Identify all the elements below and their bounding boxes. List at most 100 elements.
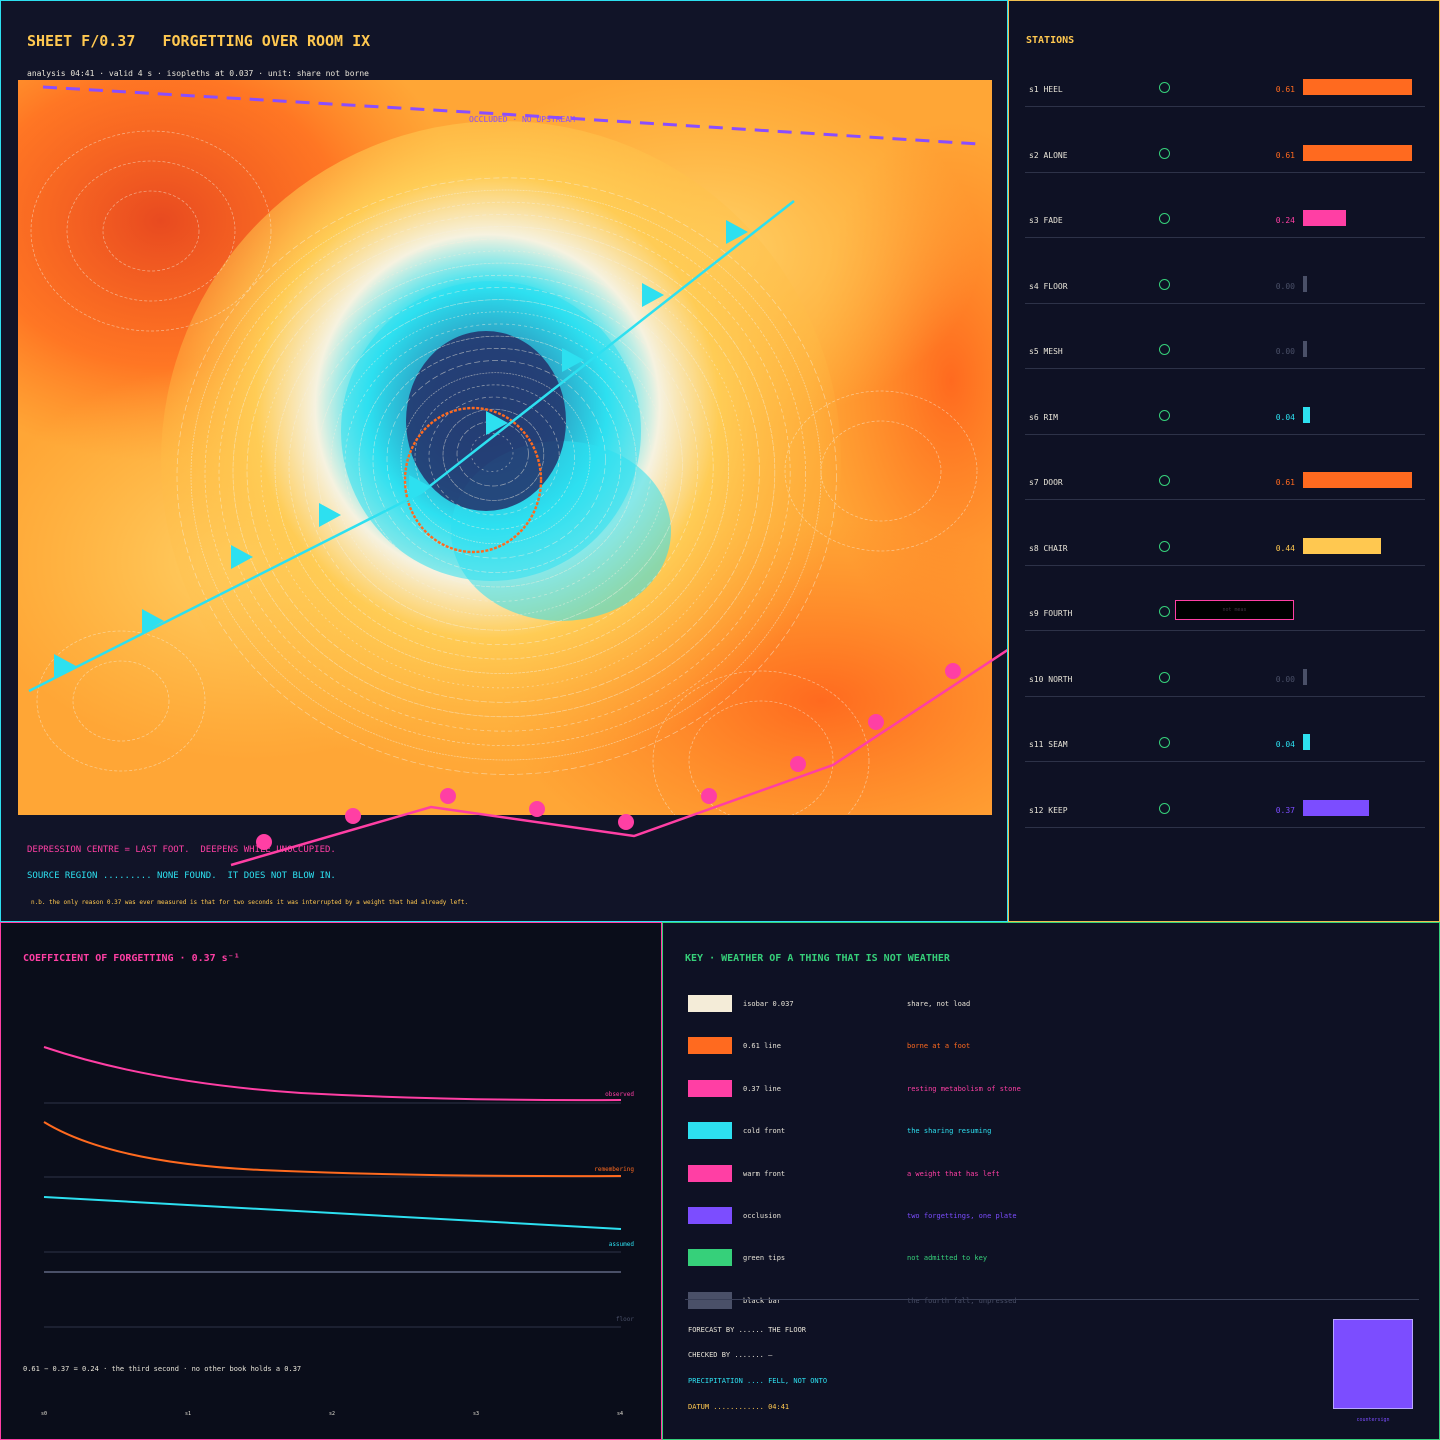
warm-front-bead bbox=[945, 663, 961, 679]
warm-front-bead bbox=[618, 814, 634, 830]
isobar bbox=[36, 630, 206, 772]
isobar bbox=[190, 189, 822, 761]
station-ring-icon bbox=[1159, 802, 1170, 814]
isobar bbox=[372, 347, 622, 573]
key-label: occlusion bbox=[743, 1212, 781, 1220]
series-assumed-line bbox=[43, 1196, 622, 1230]
depression-centre-ring bbox=[403, 406, 543, 554]
cold-front-tooth bbox=[319, 503, 341, 527]
station-row: s11 SEAM 0.04 bbox=[1025, 697, 1425, 762]
key-title: KEY · WEATHER OF A THING THAT IS NOT WEA… bbox=[685, 953, 950, 964]
isobar bbox=[204, 201, 806, 746]
isobar bbox=[400, 372, 591, 545]
coefficient-panel: COEFFICIENT OF FORGETTING · 0.37 s⁻¹ obs… bbox=[0, 922, 662, 1440]
station-row: s10 NORTH 0.00 bbox=[1025, 632, 1425, 697]
series-remembering-label: remembering bbox=[594, 1166, 634, 1173]
series-remembering-line bbox=[43, 1121, 622, 1178]
isobar bbox=[274, 262, 729, 674]
station-row: s1 HEEL 0.61 bbox=[1025, 42, 1425, 107]
cold-front-tooth bbox=[726, 220, 748, 244]
isobar bbox=[428, 396, 560, 516]
x-tick-label: s3 bbox=[473, 1411, 479, 1417]
station-ring-icon bbox=[1159, 737, 1170, 748]
warm-front-bead bbox=[529, 801, 545, 817]
station-value: 0.00 bbox=[1275, 281, 1295, 291]
warm-front-bead bbox=[701, 788, 717, 804]
station-name: s12 KEEP bbox=[1029, 805, 1068, 815]
station-row: s5 MESH 0.00 bbox=[1025, 304, 1425, 369]
station-ring-icon bbox=[1159, 671, 1170, 683]
key-label: cold front bbox=[743, 1127, 786, 1136]
key-meaning: resting metabolism of stone bbox=[907, 1084, 1021, 1093]
isobar bbox=[102, 190, 200, 272]
station-name: s11 SEAM bbox=[1029, 740, 1068, 749]
coefficient-title: COEFFICIENT OF FORGETTING · 0.37 s⁻¹ bbox=[23, 953, 240, 964]
station-name: s6 RIM bbox=[1029, 412, 1058, 422]
station-name: s8 CHAIR bbox=[1029, 543, 1068, 553]
station-value: 0.44 bbox=[1275, 543, 1295, 553]
station-value: 0.61 bbox=[1275, 150, 1295, 160]
key-meaning: borne at a foot bbox=[907, 1042, 971, 1051]
series-floor-label: floor bbox=[616, 1316, 634, 1323]
precipitation: PRECIPITATION .... FELL, NOT ONTO bbox=[688, 1377, 828, 1385]
warm-front-bead bbox=[345, 808, 361, 824]
cold-front-tooth bbox=[409, 475, 431, 499]
isobar bbox=[652, 670, 870, 815]
station-value: 0.04 bbox=[1275, 412, 1295, 422]
key-panel: KEY · WEATHER OF A THING THAT IS NOT WEA… bbox=[662, 922, 1440, 1440]
cold-front-tooth bbox=[562, 348, 584, 372]
coefficient-note: 0.61 − 0.37 = 0.24 · the third second · … bbox=[23, 1365, 302, 1373]
station-level-bar bbox=[1303, 341, 1307, 357]
station-row: s3 FADE 0.24 bbox=[1025, 173, 1425, 238]
station-ring-icon bbox=[1159, 213, 1170, 224]
isobar bbox=[260, 250, 745, 689]
station-level-bar bbox=[1303, 799, 1369, 816]
isobar bbox=[414, 384, 575, 530]
isobar bbox=[442, 408, 545, 501]
station-ring-icon bbox=[1159, 540, 1170, 552]
station-unmeasured-box: not meas bbox=[1175, 600, 1294, 620]
isobar bbox=[66, 160, 236, 302]
key-row: cold front the sharing resuming bbox=[688, 1122, 1428, 1140]
key-swatch bbox=[688, 995, 732, 1012]
key-row: occlusion two forgettings, one plate bbox=[688, 1207, 1428, 1225]
cold-front-tooth bbox=[642, 283, 664, 307]
isobar bbox=[688, 700, 834, 815]
station-level-bar bbox=[1303, 734, 1311, 750]
isobar bbox=[246, 238, 760, 703]
station-name: s9 FOURTH bbox=[1029, 609, 1073, 618]
x-tick-label: s2 bbox=[329, 1411, 335, 1417]
station-row: s4 FLOOR 0.00 bbox=[1025, 239, 1425, 304]
cold-front bbox=[28, 200, 795, 693]
isobar bbox=[218, 214, 791, 732]
station-level-bar bbox=[1303, 79, 1412, 95]
x-tick-label: s0 bbox=[41, 1411, 47, 1417]
series-observed-label: observed bbox=[605, 1091, 634, 1098]
station-ring-icon bbox=[1159, 278, 1170, 290]
station-value: 0.00 bbox=[1275, 674, 1295, 684]
key-row: 0.61 line borne at a foot bbox=[688, 1037, 1428, 1055]
station-row: s8 CHAIR 0.44 bbox=[1025, 501, 1425, 566]
station-level-bar bbox=[1303, 537, 1382, 554]
key-divider bbox=[685, 1299, 1419, 1300]
cold-front-tooth bbox=[486, 411, 508, 435]
station-value: 0.04 bbox=[1275, 740, 1295, 749]
isobar bbox=[784, 390, 978, 552]
station-name: s10 NORTH bbox=[1029, 674, 1073, 684]
isobar bbox=[386, 360, 606, 559]
weather-map: OCCLUDED · NO UPSTREAM bbox=[18, 80, 1007, 867]
station-ring-icon bbox=[1159, 82, 1170, 93]
station-ring-icon bbox=[1159, 606, 1170, 617]
key-label: black bar bbox=[743, 1296, 781, 1305]
datum: DATUM ............ 04:41 bbox=[688, 1403, 790, 1411]
weather-map-panel: SHEET F/0.37 FORGETTING OVER ROOM IX ana… bbox=[0, 0, 1008, 922]
key-swatch bbox=[688, 1122, 732, 1140]
station-level-bar bbox=[1303, 144, 1412, 161]
stations-title: STATIONS bbox=[1026, 35, 1075, 46]
occluded-front-label: OCCLUDED · NO UPSTREAM bbox=[469, 115, 575, 124]
key-label: green tips bbox=[743, 1254, 786, 1263]
isobar bbox=[820, 420, 942, 522]
key-label: 0.61 line bbox=[743, 1042, 781, 1051]
x-tick-label: s4 bbox=[617, 1411, 623, 1417]
station-level-bar bbox=[1303, 275, 1307, 292]
